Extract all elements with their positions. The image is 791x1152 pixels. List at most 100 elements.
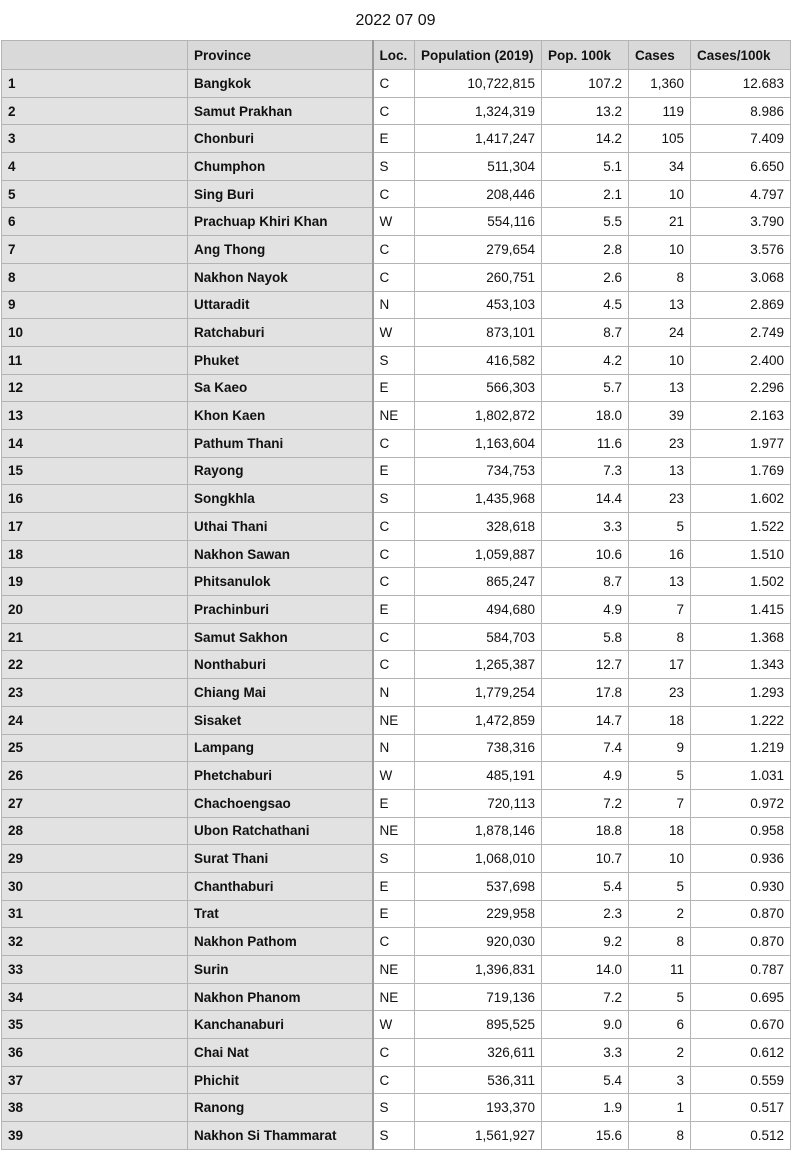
column-header-pop-100k: Pop. 100k xyxy=(541,40,629,70)
cell-province: Sa Kaeo xyxy=(187,373,373,403)
table-row: 25 Lampang N 738,316 7.4 9 1.219 xyxy=(1,733,791,763)
cell-rank: 1 xyxy=(1,69,188,98)
cell-pop-100k: 4.2 xyxy=(541,345,629,375)
cell-cases-per-100k: 0.787 xyxy=(690,955,791,984)
table-row: 19 Phitsanulok C 865,247 8.7 13 1.502 xyxy=(1,567,791,597)
cell-cases: 13 xyxy=(628,567,691,597)
cell-cases-per-100k: 0.512 xyxy=(690,1121,791,1150)
cell-cases: 17 xyxy=(628,650,691,680)
cell-population: 1,417,247 xyxy=(414,124,542,154)
cell-cases: 5 xyxy=(628,761,691,790)
cell-rank: 19 xyxy=(1,567,188,597)
cell-pop-100k: 5.5 xyxy=(541,207,629,237)
cell-pop-100k: 2.3 xyxy=(541,899,629,929)
cell-location: S xyxy=(371,152,415,181)
cell-province: Chanthaburi xyxy=(187,871,373,901)
cell-province: Surat Thani xyxy=(187,844,373,873)
cell-location: NE xyxy=(371,955,415,984)
cell-cases: 23 xyxy=(628,428,691,458)
cell-location: W xyxy=(371,207,415,237)
cell-cases: 13 xyxy=(628,456,691,486)
cell-rank: 15 xyxy=(1,456,188,486)
table-row: 8 Nakhon Nayok C 260,751 2.6 8 3.068 xyxy=(1,262,791,292)
cell-location: NE xyxy=(371,816,415,846)
table-row: 22 Nonthaburi C 1,265,387 12.7 17 1.343 xyxy=(1,650,791,680)
cell-rank: 14 xyxy=(1,428,188,458)
cell-rank: 35 xyxy=(1,1010,188,1040)
table-row: 10 Ratchaburi W 873,101 8.7 24 2.749 xyxy=(1,318,791,347)
cell-cases: 7 xyxy=(628,788,691,818)
cell-province: Rayong xyxy=(187,456,373,486)
cell-rank: 20 xyxy=(1,595,188,624)
cell-cases: 5 xyxy=(628,512,691,541)
cell-cases-per-100k: 1.222 xyxy=(690,705,791,735)
cell-rank: 8 xyxy=(1,262,188,292)
cell-province: Chonburi xyxy=(187,124,373,154)
cell-rank: 9 xyxy=(1,290,188,320)
table-row: 20 Prachinburi E 494,680 4.9 7 1.415 xyxy=(1,595,791,624)
cell-rank: 3 xyxy=(1,124,188,154)
page-title: 2022 07 09 xyxy=(355,12,436,29)
cell-rank: 37 xyxy=(1,1065,188,1095)
cell-population: 554,116 xyxy=(414,207,542,237)
cell-rank: 32 xyxy=(1,927,188,956)
cell-rank: 36 xyxy=(1,1038,188,1067)
cell-pop-100k: 1.9 xyxy=(541,1093,629,1123)
cell-rank: 22 xyxy=(1,650,188,680)
cell-cases-per-100k: 1.522 xyxy=(690,512,791,541)
column-header-population: Population (2019) xyxy=(414,40,542,70)
cell-population: 1,265,387 xyxy=(414,650,542,680)
cell-province: Chachoengsao xyxy=(187,788,373,818)
table-row: 38 Ranong S 193,370 1.9 1 0.517 xyxy=(1,1093,791,1123)
cell-cases: 5 xyxy=(628,871,691,901)
cell-pop-100k: 7.2 xyxy=(541,982,629,1012)
cell-location: W xyxy=(371,761,415,790)
cell-population: 494,680 xyxy=(414,595,542,624)
cell-location: C xyxy=(371,179,415,209)
column-header-rank xyxy=(1,40,188,70)
table-row: 14 Pathum Thani C 1,163,604 11.6 23 1.977 xyxy=(1,428,791,458)
header-row: Province Loc. Population (2019) Pop. 100k Ca… xyxy=(1,40,791,70)
cell-population: 738,316 xyxy=(414,733,542,763)
cell-rank: 6 xyxy=(1,207,188,237)
cell-pop-100k: 4.5 xyxy=(541,290,629,320)
cell-location: E xyxy=(371,788,415,818)
cell-pop-100k: 7.2 xyxy=(541,788,629,818)
cell-cases-per-100k: 0.958 xyxy=(690,816,791,846)
cell-pop-100k: 14.7 xyxy=(541,705,629,735)
cell-location: C xyxy=(371,567,415,597)
cell-pop-100k: 14.4 xyxy=(541,484,629,513)
cell-pop-100k: 8.7 xyxy=(541,567,629,597)
cell-cases-per-100k: 0.517 xyxy=(690,1093,791,1123)
cell-cases: 21 xyxy=(628,207,691,237)
cell-cases: 1,360 xyxy=(628,69,691,98)
cell-pop-100k: 10.7 xyxy=(541,844,629,873)
table-row: 13 Khon Kaen NE 1,802,872 18.0 39 2.163 xyxy=(1,401,791,430)
cell-pop-100k: 2.1 xyxy=(541,179,629,209)
cell-population: 1,435,968 xyxy=(414,484,542,513)
cell-population: 1,878,146 xyxy=(414,816,542,846)
cell-province: Ubon Ratchathani xyxy=(187,816,373,846)
cell-location: NE xyxy=(371,705,415,735)
cell-population: 453,103 xyxy=(414,290,542,320)
cell-cases-per-100k: 0.670 xyxy=(690,1010,791,1040)
cell-location: C xyxy=(371,96,415,126)
cell-population: 193,370 xyxy=(414,1093,542,1123)
cell-cases-per-100k: 3.068 xyxy=(690,262,791,292)
cell-cases-per-100k: 1.602 xyxy=(690,484,791,513)
cell-province: Prachuap Khiri Khan xyxy=(187,207,373,237)
cell-cases: 39 xyxy=(628,401,691,430)
cell-population: 10,722,815 xyxy=(414,69,542,98)
cell-cases-per-100k: 2.869 xyxy=(690,290,791,320)
cell-population: 326,611 xyxy=(414,1038,542,1067)
cell-cases-per-100k: 12.683 xyxy=(690,69,791,98)
cell-population: 584,703 xyxy=(414,622,542,652)
cell-location: N xyxy=(371,290,415,320)
table-row: 11 Phuket S 416,582 4.2 10 2.400 xyxy=(1,345,791,375)
cell-location: W xyxy=(371,318,415,347)
table-row: 3 Chonburi E 1,417,247 14.2 105 7.409 xyxy=(1,124,791,154)
cell-rank: 16 xyxy=(1,484,188,513)
cell-pop-100k: 9.2 xyxy=(541,927,629,956)
cell-province: Nonthaburi xyxy=(187,650,373,680)
cell-population: 720,113 xyxy=(414,788,542,818)
